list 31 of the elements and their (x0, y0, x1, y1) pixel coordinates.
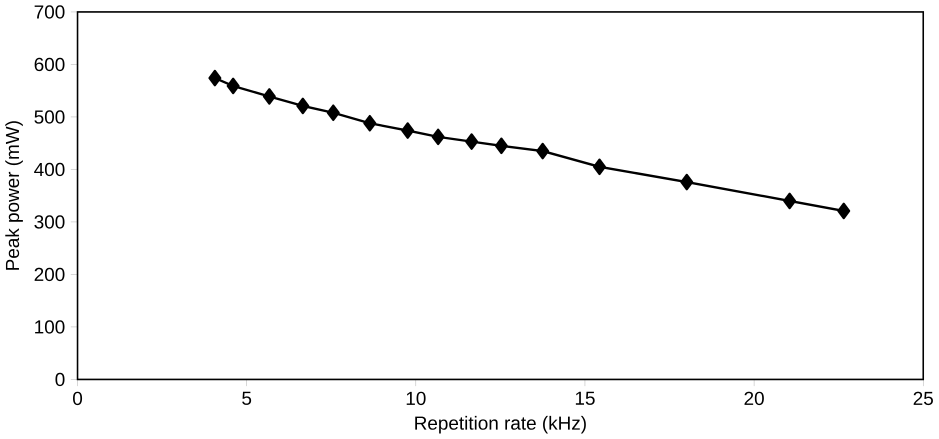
y-tick-label: 600 (34, 58, 65, 72)
point (680, 174, 694, 190)
point (593, 158, 606, 176)
point (465, 133, 478, 150)
x-tick-label: 25 (914, 392, 933, 406)
point (783, 192, 796, 210)
point (262, 88, 276, 105)
x-tick-label: 20 (744, 392, 764, 406)
point (296, 98, 310, 114)
y-tick-label: 700 (34, 5, 65, 19)
y-tick-label: 200 (34, 268, 65, 282)
point (208, 70, 222, 86)
x-tick-label: 10 (406, 392, 426, 406)
y-axis-title: Peak power (mW) (5, 121, 23, 270)
y-tick-label: 500 (34, 110, 65, 124)
y-tick-label: 0 (55, 372, 65, 386)
x-tick-label: 5 (242, 392, 252, 405)
point (401, 122, 414, 139)
point (494, 138, 508, 154)
point (536, 142, 550, 160)
y-tick-label: 300 (34, 215, 65, 229)
point (837, 202, 850, 220)
x-tick-label: 15 (576, 392, 595, 405)
point (226, 78, 240, 94)
y-tick-label: 100 (35, 320, 65, 334)
point (363, 115, 376, 132)
point (326, 104, 340, 122)
point (432, 128, 445, 146)
y-tick-label: 400 (34, 162, 65, 176)
x-axis-title: Repetition rate (kHz) (415, 416, 586, 434)
x-tick-label: 0 (73, 392, 82, 406)
